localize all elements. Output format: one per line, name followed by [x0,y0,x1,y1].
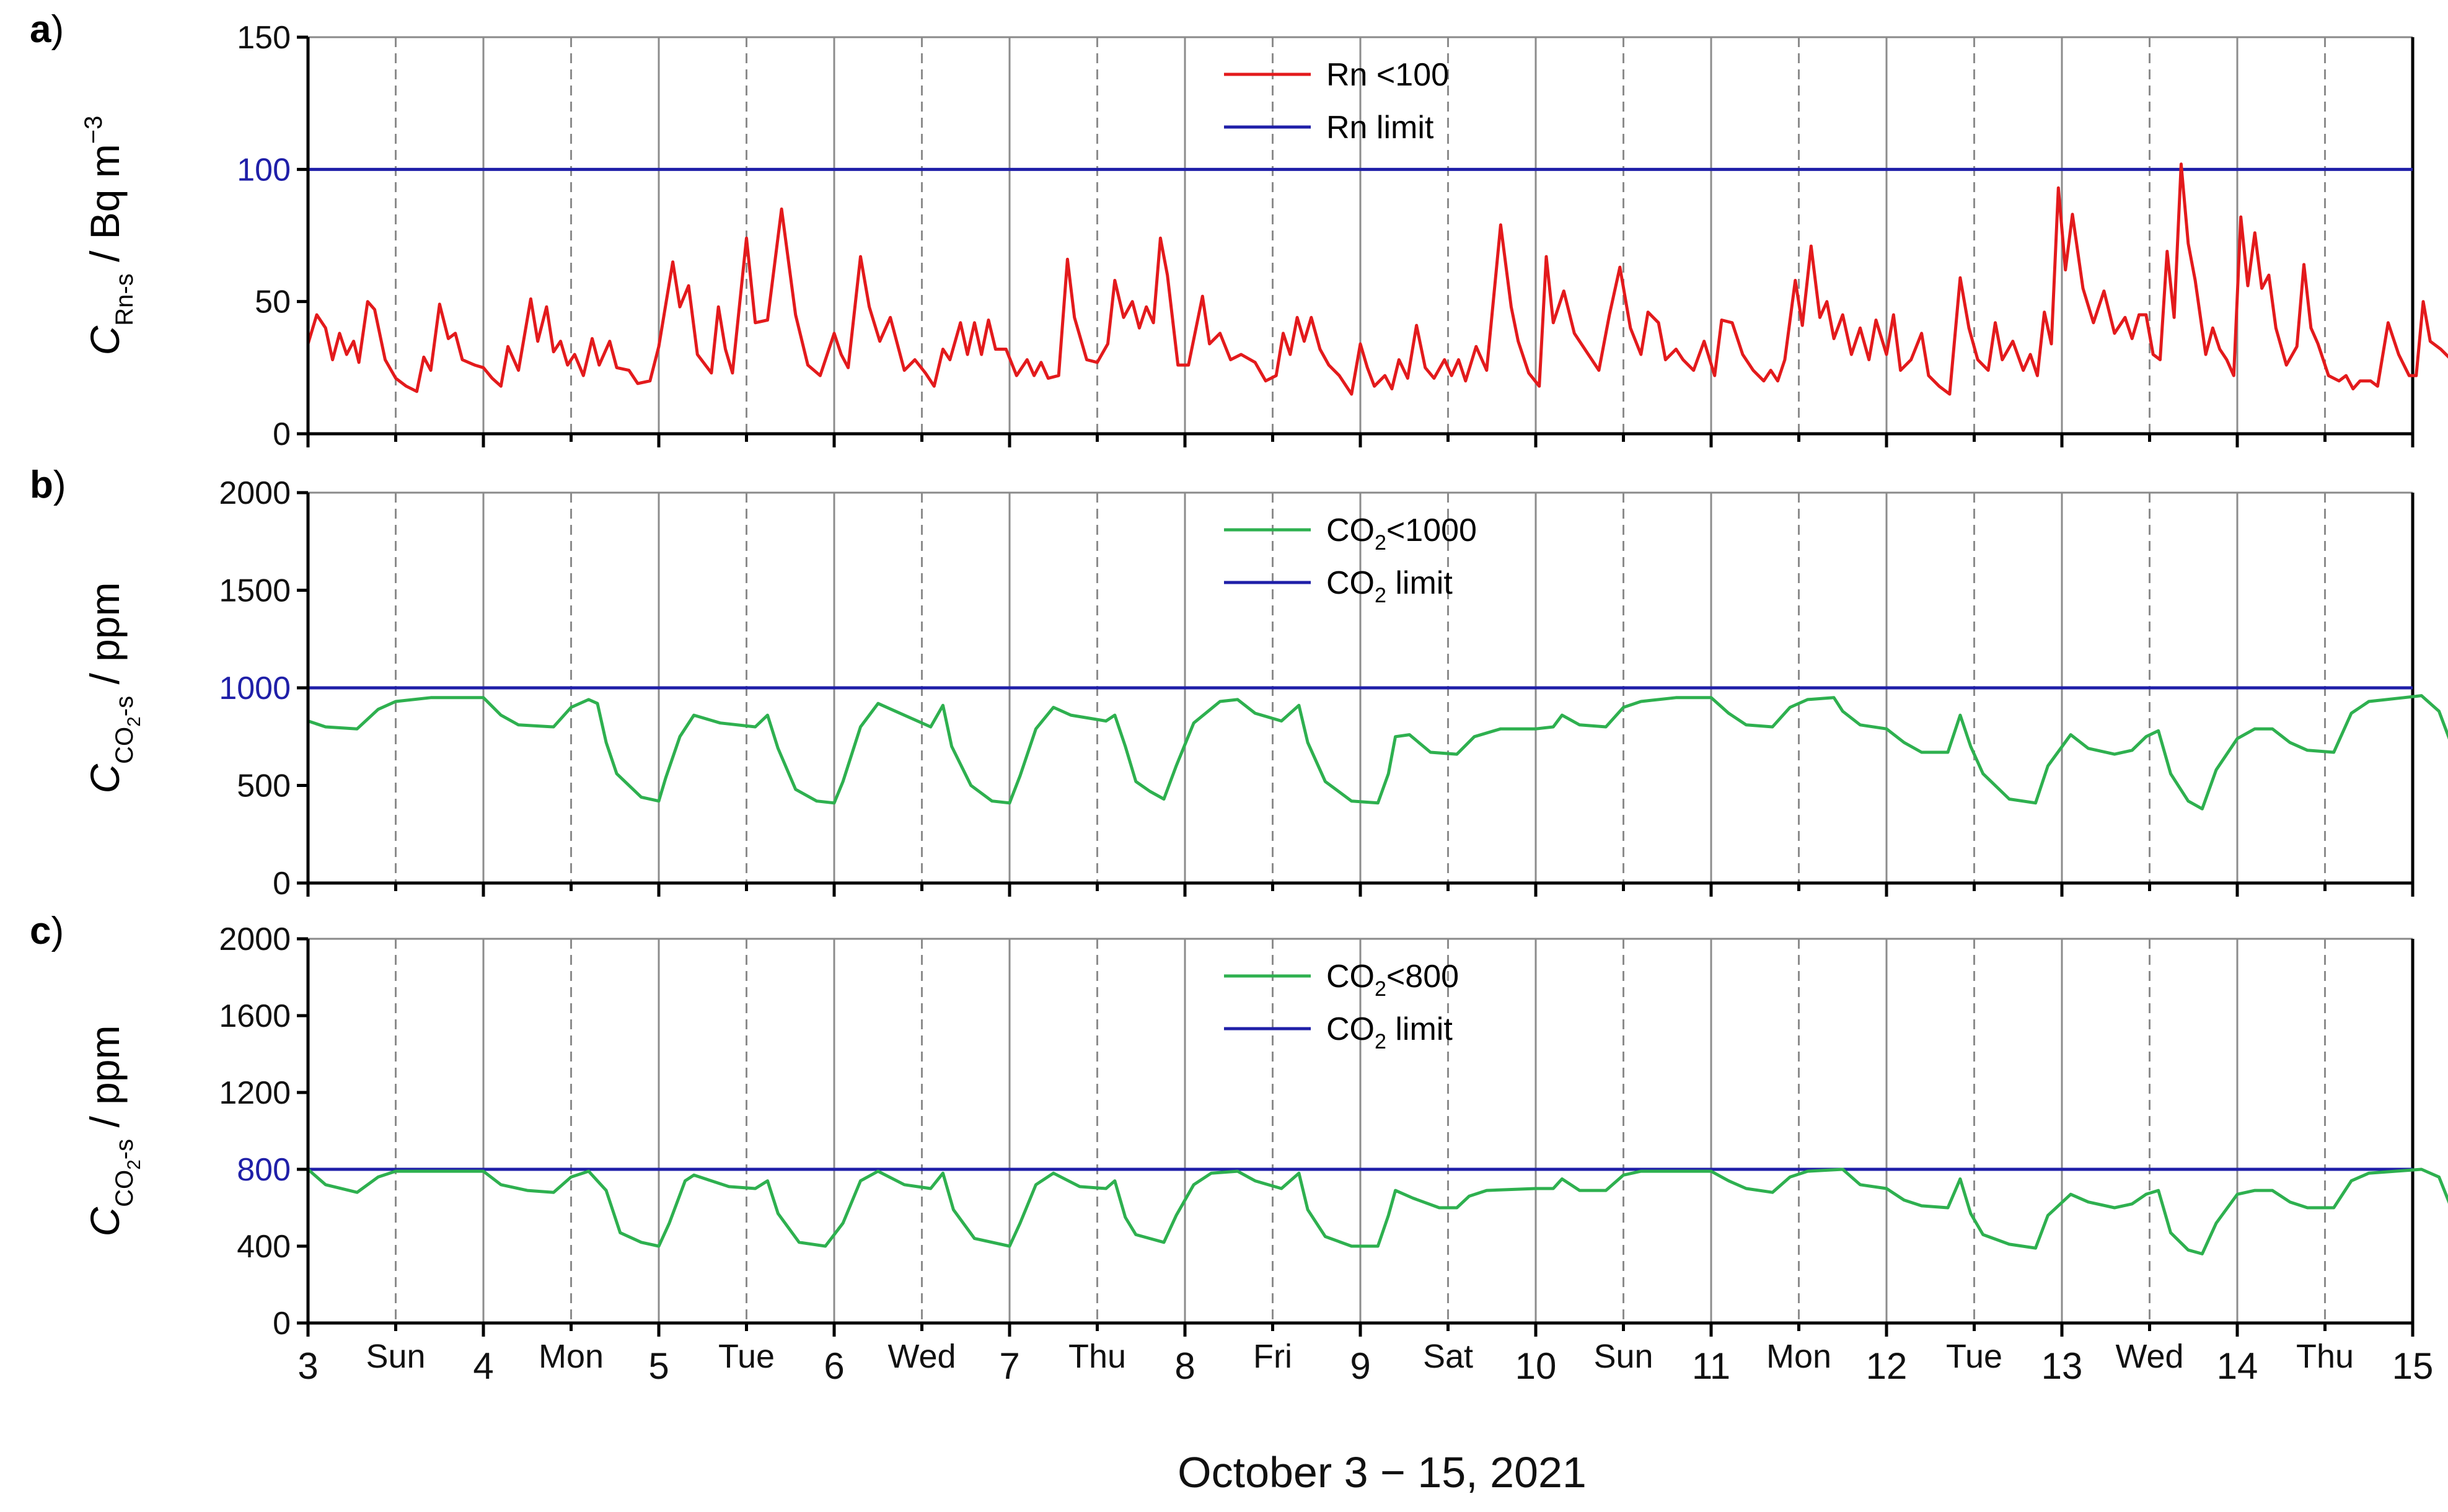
legend-text: Rn limit [1326,110,1434,146]
panel-paren: ) [51,910,64,952]
weekday-label: Wed [887,1338,956,1375]
legend-text-main: CO [1326,565,1375,601]
series-line [307,1167,2448,1255]
y-tick-label: 1600 [219,998,291,1034]
x-tick-label: 4 [473,1345,493,1387]
ylabel-symbol: C [82,1207,128,1237]
y-tick-label: 100 [237,152,291,188]
panel-paren: ) [51,8,64,51]
y-tick-label: 50 [255,284,291,320]
x-tick-label: 14 [2217,1345,2258,1387]
x-tick-label: 8 [1174,1345,1195,1387]
legend-label: CO2<800 [1326,959,1459,1001]
x-tick-label: 3 [297,1345,318,1387]
ylabel-unit: / ppm [82,1025,128,1138]
y-axis-label: CCO2-s / ppm [82,1025,144,1236]
x-axis-label: October 3 − 15, 2021 [1178,1448,1587,1497]
x-tick-label: 15 [2392,1345,2434,1387]
x-tick-label: 9 [1350,1345,1370,1387]
y-tick-label: 0 [273,1306,291,1342]
panel-tag: b) [30,464,66,506]
legend-text-end: limit [1386,1011,1453,1047]
y-axis-label: CCO2-s / ppm [82,582,144,793]
ylabel-subscript-end: -s [111,1139,138,1159]
panel-letter: c [30,910,51,952]
weekday-label: Sun [366,1338,425,1375]
x-tick-label: 10 [1515,1345,1557,1387]
weekday-label: Thu [2296,1338,2354,1375]
x-tick-label: 5 [648,1345,669,1387]
legend-text-end: <800 [1386,959,1459,995]
legend-label: CO2<1000 [1326,512,1477,555]
weekday-label: Tue [1946,1338,2002,1375]
y-tick-label: 400 [237,1229,291,1265]
panel-tag: a) [30,8,64,51]
legend-text: Rn <100 [1326,57,1449,93]
y-tick-label: 500 [237,768,291,804]
panel-a: 0 50 100 150 a) CRn-s / Bq m−3 Rn <100 Rn limit [30,8,2448,452]
y-tick-label: 1200 [219,1075,291,1111]
legend-subscript: 2 [1375,531,1386,555]
weekday-label: Sun [1593,1338,1653,1375]
panel-tag: c) [30,910,64,952]
x-tick-label: 7 [999,1345,1019,1387]
y-tick-label: 0 [273,866,291,902]
y-tick-label: 2000 [219,921,291,957]
ylabel-subsubscript: 2 [124,1159,144,1170]
weekday-label: Fri [1253,1338,1292,1375]
y-tick-label: 1500 [219,573,291,609]
weekday-label: Wed [2115,1338,2183,1375]
legend-text-end: limit [1386,565,1453,601]
ylabel-symbol: C [82,763,128,794]
ylabel-subscript: Rn-s [111,273,138,325]
y-tick-label: 0 [273,416,291,452]
ylabel-exponent: −3 [80,116,107,144]
legend-text-main: CO [1326,1011,1375,1047]
legend-text-main: CO [1326,959,1375,995]
panel-letter: b [30,464,53,506]
weekday-label: Tue [718,1338,775,1375]
legend-subscript: 2 [1375,1030,1386,1053]
ylabel-unit: / Bq m [82,144,128,273]
ylabel-subscript: CO [111,727,138,764]
x-tick-label: 11 [1692,1345,1730,1387]
weekday-label: Sat [1423,1338,1473,1375]
legend-label: CO2 limit [1326,565,1453,607]
y-tick-label: 150 [237,20,291,56]
y-tick-label: 2000 [219,475,291,511]
ylabel-symbol: C [82,325,128,355]
weekday-label: Mon [1766,1338,1831,1375]
y-tick-label: 1000 [219,670,291,706]
legend-subscript: 2 [1375,977,1386,1001]
y-axis-label: CRn-s / Bq m−3 [80,116,138,356]
legend-text-end: <1000 [1386,512,1477,548]
x-tick-label: 6 [824,1345,844,1387]
legend-subscript: 2 [1375,584,1386,607]
weekday-label: Mon [539,1338,604,1375]
legend-label: Rn limit [1326,110,1434,146]
legend-label: Rn <100 [1326,57,1449,93]
ylabel-subscript-end: -s [111,696,138,716]
x-tick-label: 12 [1866,1345,1908,1387]
panel-letter: a [30,8,51,51]
y-tick-label: 800 [237,1152,291,1188]
legend-text-main: CO [1326,512,1375,548]
series-line [306,162,2448,396]
x-tick-label: 13 [2041,1345,2083,1387]
series-line [307,694,2448,811]
ylabel-subsubscript: 2 [124,716,144,727]
ylabel-unit: / ppm [82,582,128,695]
panel-paren: ) [53,464,66,506]
legend-label: CO2 limit [1326,1011,1453,1053]
weekday-label: Thu [1068,1338,1126,1375]
ylabel-subscript: CO [111,1170,138,1207]
